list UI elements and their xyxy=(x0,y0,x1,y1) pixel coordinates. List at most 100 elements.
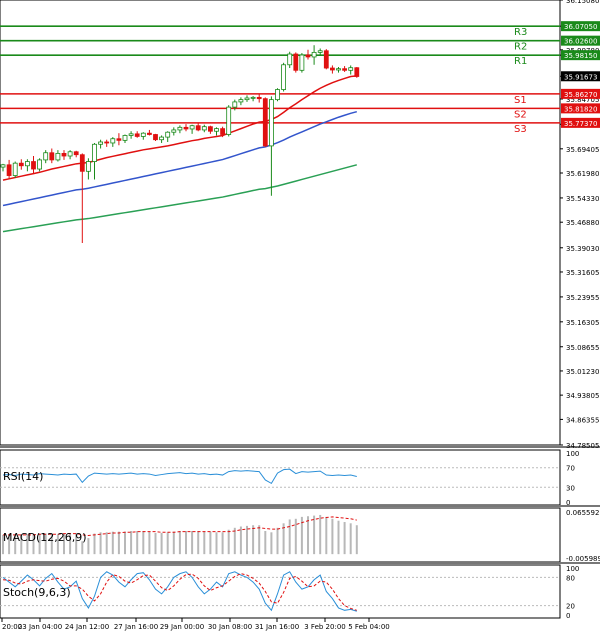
candle-body xyxy=(281,64,287,90)
rsi-label: RSI(14) xyxy=(3,470,43,483)
candle xyxy=(226,105,232,137)
candle-body xyxy=(92,143,97,162)
level-name-s3: S3 xyxy=(514,124,527,135)
price-y-tick-label: 35.16305 xyxy=(566,319,599,327)
candle-body xyxy=(104,141,110,144)
candle xyxy=(220,126,226,138)
candle xyxy=(232,99,238,111)
macd-histogram-bar xyxy=(20,534,23,555)
rsi-y-tick-label: 30 xyxy=(566,484,575,492)
candle-body xyxy=(122,135,128,141)
macd-histogram-bar xyxy=(178,531,181,555)
candle-body xyxy=(256,96,262,100)
candle-body xyxy=(55,152,61,161)
candle-body xyxy=(18,162,24,167)
candle xyxy=(214,127,219,136)
macd-histogram-bar xyxy=(56,534,59,555)
macd-histogram-bar xyxy=(215,532,218,555)
candle xyxy=(73,150,79,158)
x-tick-label: 23 Jan 04:00 xyxy=(18,623,62,631)
macd-histogram-bar xyxy=(300,516,303,555)
candle-body xyxy=(128,133,134,136)
level-name-r2: R2 xyxy=(514,42,527,53)
candle-body xyxy=(317,50,323,53)
candle-body xyxy=(134,133,140,137)
candle xyxy=(262,97,268,147)
macd-histogram-bar xyxy=(8,534,11,555)
candle-body xyxy=(61,152,67,157)
level-price-label-s2: 35.81820 xyxy=(564,105,597,113)
macd-histogram-bar xyxy=(69,532,72,555)
candle xyxy=(98,139,103,149)
macd-histogram-bar xyxy=(75,532,78,555)
candle-body xyxy=(31,161,36,170)
candle-body xyxy=(305,54,311,58)
candle-body xyxy=(262,98,268,147)
candle-body xyxy=(336,68,341,71)
candle xyxy=(299,53,305,73)
level-price-tag-s2 xyxy=(561,103,600,114)
macd-histogram-bar xyxy=(209,531,212,555)
candle xyxy=(43,150,49,164)
candle-body xyxy=(201,126,207,131)
price-y-tick-label: 35.01230 xyxy=(566,368,599,376)
level-price-label-r2: 36.02600 xyxy=(564,38,597,46)
price-y-tick-label: 35.46880 xyxy=(566,219,599,227)
candle xyxy=(61,150,67,160)
candle xyxy=(195,123,201,132)
x-tick-label: 27 Jan 16:00 xyxy=(114,623,158,631)
macd-histogram-bar xyxy=(130,531,133,555)
candle-body xyxy=(226,106,232,135)
macd-histogram-bar xyxy=(44,533,47,555)
macd-histogram-bar xyxy=(319,514,322,555)
level-price-tag-s3 xyxy=(561,117,600,128)
candle-body xyxy=(49,152,55,161)
x-tick-label: 31 Jan 16:00 xyxy=(255,623,299,631)
moving-average-line-2 xyxy=(2,110,357,207)
candle-body xyxy=(232,101,238,108)
candle xyxy=(104,139,110,147)
level-price-label-r1: 35.98150 xyxy=(564,52,597,60)
candle-body xyxy=(329,67,335,71)
macd-histogram-bar xyxy=(227,529,230,555)
rsi-line xyxy=(2,468,357,485)
rsi-y-tick-label: 70 xyxy=(566,465,575,473)
macd-histogram-bar xyxy=(197,531,200,555)
candle-body xyxy=(238,99,244,103)
candle-body xyxy=(12,162,18,176)
macd-histogram-bar xyxy=(258,525,261,555)
candle xyxy=(293,52,299,73)
candle-body xyxy=(86,161,91,172)
candle xyxy=(323,49,329,70)
candle xyxy=(305,49,311,60)
level-price-tag-r1 xyxy=(561,50,600,61)
candle-body xyxy=(275,89,280,101)
candle xyxy=(67,150,73,160)
moving-average-line-3 xyxy=(2,164,357,233)
candle-body xyxy=(24,161,30,167)
macd-histogram-bar xyxy=(288,519,291,555)
price-y-tick-label: 34.86355 xyxy=(566,416,599,424)
candle xyxy=(250,96,256,102)
candle-body xyxy=(165,131,171,138)
macd-histogram-bar xyxy=(2,534,4,555)
candle xyxy=(238,97,244,106)
x-tick-label: 29 Jan 00:00 xyxy=(160,623,204,631)
stoch-d-line xyxy=(2,573,357,611)
candle xyxy=(201,124,207,133)
candle xyxy=(0,163,6,172)
macd-histogram-bar xyxy=(313,515,316,555)
candle xyxy=(275,88,280,102)
macd-histogram-bar xyxy=(252,525,255,555)
x-tick-label: 5 Feb 04:00 xyxy=(348,623,389,631)
x-tick-label: 20:00 xyxy=(2,623,22,631)
candle xyxy=(37,158,42,172)
x-tick-label: 30 Jan 08:00 xyxy=(208,623,252,631)
macd-histogram-bar xyxy=(117,531,120,555)
macd-histogram-bar xyxy=(154,532,157,555)
stoch-k-line xyxy=(2,571,357,612)
price-y-tick-label: 35.61980 xyxy=(566,170,599,178)
candle-body xyxy=(98,141,103,145)
macd-histogram-bar xyxy=(343,522,346,555)
